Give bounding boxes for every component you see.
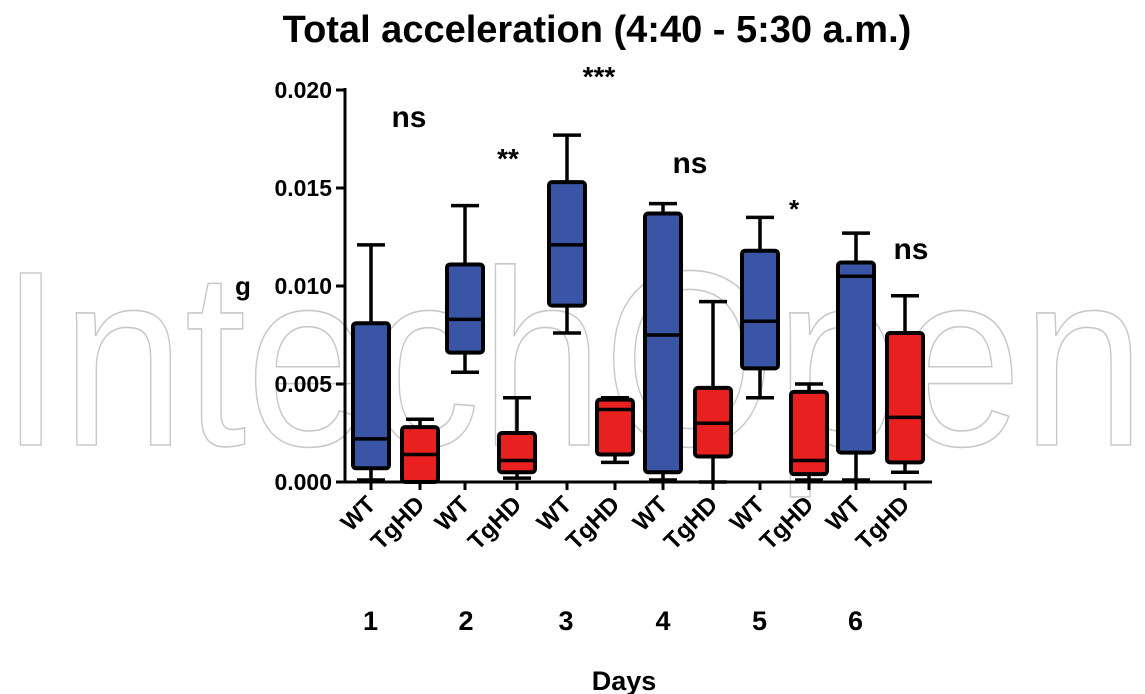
significance-label-day5: * (789, 194, 800, 224)
y-axis-label: g (235, 271, 251, 301)
chart-title: Total acceleration (4:40 - 5:30 a.m.) (283, 9, 912, 51)
iqr-box (789, 389, 829, 477)
day-label: 1 (363, 606, 378, 636)
box-day5-wt (740, 215, 780, 400)
box-day6-wt (836, 231, 876, 482)
box-day1-tghd (400, 417, 440, 484)
box-day2-wt (445, 203, 485, 374)
box-day1-wt (351, 243, 391, 482)
day-label: 6 (848, 606, 863, 636)
significance-label-day4: ns (672, 147, 707, 180)
day-label: 3 (558, 606, 573, 636)
x-category-label: TgHD (851, 491, 915, 555)
x-category-label: TgHD (755, 491, 819, 555)
y-tick-label: 0.000 (274, 469, 332, 495)
iqr-box (497, 431, 537, 475)
y-tick-label: 0.010 (274, 273, 332, 299)
iqr-box (351, 321, 391, 471)
significance-label-day1: ns (391, 101, 426, 134)
y-tick-label: 0.005 (274, 371, 332, 397)
iqr-box (836, 260, 876, 455)
y-tick-label: 0.020 (274, 77, 332, 103)
day-label: 4 (655, 606, 670, 636)
significance-label-day2: ** (497, 143, 519, 174)
x-axis-label: Days (592, 666, 657, 694)
significance-label-day3: *** (583, 61, 616, 92)
iqr-box (643, 211, 683, 475)
iqr-box (885, 331, 925, 465)
x-category-label: TgHD (366, 491, 430, 555)
x-category-label: TgHD (561, 491, 625, 555)
iqr-box (595, 397, 635, 457)
x-category-label: TgHD (659, 491, 723, 555)
box-day6-tghd (885, 294, 925, 474)
box-day2-tghd (497, 395, 537, 480)
y-tick-label: 0.015 (274, 175, 332, 201)
x-category-label: TgHD (463, 491, 527, 555)
significance-label-day6: ns (893, 233, 928, 266)
box-day5-tghd (789, 382, 829, 482)
day-label: 5 (752, 606, 767, 636)
iqr-box (740, 248, 780, 371)
box-day3-tghd (595, 395, 635, 465)
box-day3-wt (547, 133, 587, 335)
box-day4-wt (643, 201, 683, 482)
iqr-box (445, 262, 485, 355)
day-label: 2 (458, 606, 473, 636)
